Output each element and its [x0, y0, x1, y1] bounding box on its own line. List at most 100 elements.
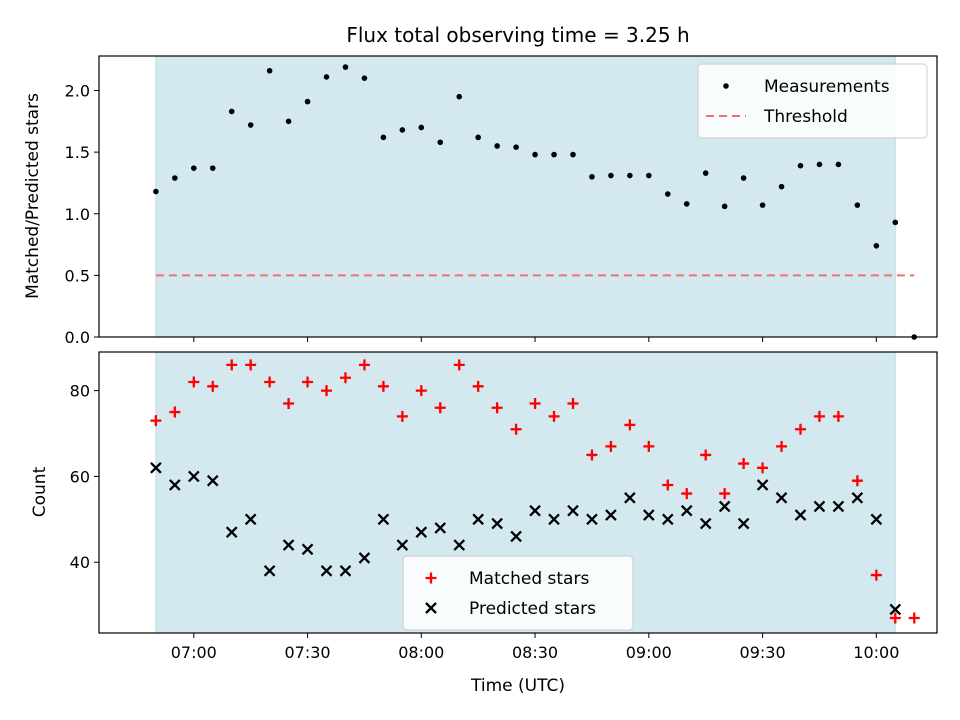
top-axes-frame — [98, 55, 938, 338]
measurement-point-2 — [190, 165, 197, 171]
measurement-point-31 — [740, 175, 747, 181]
bottom-axes-frame — [98, 351, 938, 634]
predicted-star-point-24 — [605, 509, 617, 521]
predicted-star-point-26 — [643, 509, 655, 521]
predicted-star-point-32 — [756, 479, 769, 491]
predicted-star-point-22 — [567, 504, 579, 517]
matched-star-point-10 — [339, 372, 351, 384]
bottom-legend-label-0: Matched stars — [469, 569, 589, 589]
predicted-star-point-39 — [889, 603, 902, 616]
top-ytick-label-2: 1.0 — [65, 205, 90, 224]
measurement-point-29 — [702, 170, 709, 176]
measurement-point-27 — [664, 191, 671, 197]
chart-title: Flux total observing time = 3.25 h — [346, 23, 689, 47]
matched-star-point-0 — [150, 415, 162, 427]
measurement-point-20 — [532, 151, 538, 158]
bottom-legend: Matched stars Predicted stars — [402, 555, 634, 631]
measurement-point-32 — [759, 202, 766, 208]
top-legend-box — [697, 63, 928, 139]
matched-star-point-15 — [434, 402, 446, 414]
matched-star-point-34 — [794, 423, 806, 435]
predicted-star-point-3 — [206, 474, 219, 487]
measurement-point-1 — [172, 175, 178, 181]
legend-measurements-marker — [723, 83, 729, 89]
predicted-star-point-36 — [832, 500, 845, 513]
matched-star-point-3 — [207, 380, 219, 392]
predicted-star-point-27 — [661, 513, 674, 526]
measurement-point-33 — [778, 183, 785, 190]
matched-star-point-37 — [851, 475, 863, 487]
top-y-axis-label: Matched/Predicted stars — [23, 93, 43, 299]
top-ytick-label-1: 0.5 — [65, 266, 90, 285]
legend-matched-marker — [425, 572, 437, 584]
measurement-point-17 — [475, 134, 481, 141]
matched-star-point-17 — [472, 380, 484, 392]
measurement-point-22 — [570, 151, 576, 158]
matched-star-point-33 — [776, 440, 788, 452]
predicted-star-point-8 — [301, 543, 314, 556]
measurement-point-3 — [209, 165, 216, 171]
predicted-star-point-35 — [813, 500, 826, 513]
top-panel: 0.0 0.5 1.0 1.5 2.0 Measurements Threshold — [65, 55, 938, 347]
predicted-star-point-13 — [396, 539, 409, 551]
top-legend-label-1: Threshold — [763, 107, 848, 127]
bottom-panel: 40 60 80 07:00 07:30 08:00 08:30 09:00 09:30 10:0… — [70, 351, 938, 662]
matched-star-point-36 — [832, 410, 844, 422]
bottom-legend-box — [402, 555, 634, 631]
predicted-star-point-19 — [510, 530, 522, 543]
top-ytick-label-4: 2.0 — [65, 82, 90, 101]
measurement-point-34 — [797, 162, 804, 169]
predicted-star-point-4 — [225, 526, 238, 538]
matched-star-point-32 — [757, 462, 769, 474]
top-ytick-label-0: 0.0 — [65, 328, 90, 347]
matched-star-point-4 — [226, 359, 238, 371]
measurement-point-15 — [437, 139, 444, 146]
measurement-point-37 — [854, 202, 861, 208]
bottom-ytick-label-2: 80 — [70, 382, 90, 401]
predicted-star-point-15 — [434, 522, 447, 534]
matched-star-point-14 — [415, 385, 427, 397]
predicted-star-point-28 — [680, 504, 693, 517]
matched-star-point-27 — [662, 479, 674, 491]
predicted-star-point-25 — [624, 492, 636, 504]
matched-star-point-26 — [643, 440, 655, 452]
predicted-star-point-18 — [491, 517, 503, 530]
matched-star-point-38 — [870, 569, 882, 581]
measurement-point-39 — [892, 219, 899, 226]
xtick-label-1: 07:30 — [284, 643, 330, 662]
matched-star-point-20 — [529, 397, 541, 409]
measurement-point-38 — [873, 242, 880, 249]
predicted-star-point-20 — [529, 504, 541, 517]
matched-star-point-7 — [283, 397, 295, 409]
predicted-star-point-0 — [150, 462, 162, 474]
predicted-star-point-33 — [775, 492, 788, 504]
matched-star-point-13 — [396, 410, 408, 422]
legend-predicted-marker — [425, 602, 437, 614]
measurement-point-6 — [266, 67, 273, 74]
predicted-star-point-7 — [282, 539, 295, 551]
matched-star-point-31 — [738, 458, 750, 470]
matched-star-point-35 — [813, 410, 825, 422]
matched-star-point-29 — [700, 449, 712, 461]
predicted-star-point-1 — [169, 479, 181, 491]
measurement-point-23 — [589, 173, 595, 180]
measurement-point-16 — [456, 93, 463, 100]
matched-star-point-16 — [453, 359, 465, 371]
measurement-point-13 — [399, 127, 406, 133]
predicted-star-point-21 — [548, 513, 560, 526]
measurement-point-36 — [835, 161, 842, 168]
measurement-point-25 — [627, 172, 633, 179]
predicted-star-point-16 — [453, 539, 466, 551]
matched-star-point-6 — [264, 376, 276, 388]
matched-star-point-25 — [624, 419, 636, 431]
bottom-ytick-label-1: 60 — [70, 467, 90, 486]
predicted-star-point-34 — [794, 509, 807, 521]
matched-star-point-8 — [302, 376, 314, 388]
measurement-point-10 — [342, 64, 349, 70]
measurement-point-28 — [683, 201, 690, 207]
xtick-label-3: 08:30 — [512, 643, 558, 662]
measurement-point-18 — [494, 143, 500, 149]
measurement-point-35 — [816, 161, 823, 168]
predicted-star-point-6 — [263, 564, 276, 577]
matched-star-point-12 — [377, 380, 389, 392]
